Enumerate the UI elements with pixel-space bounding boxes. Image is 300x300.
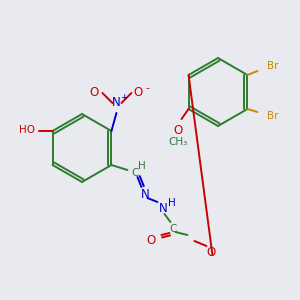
Text: H: H [168, 198, 175, 208]
Text: O: O [147, 233, 156, 247]
Text: O: O [207, 245, 216, 259]
Text: -: - [146, 83, 149, 93]
Text: N: N [159, 202, 168, 214]
Text: O: O [173, 124, 182, 136]
Text: H: H [138, 161, 145, 171]
Text: Br: Br [267, 61, 278, 71]
Text: Br: Br [267, 111, 278, 121]
Text: O: O [134, 85, 143, 98]
Text: +: + [120, 94, 127, 103]
Text: CH₃: CH₃ [168, 137, 187, 147]
Text: O: O [90, 85, 99, 98]
Text: N: N [141, 188, 150, 200]
Text: C: C [132, 168, 139, 178]
Text: HO: HO [19, 125, 34, 135]
Text: C: C [170, 224, 177, 234]
Text: N: N [112, 97, 121, 110]
